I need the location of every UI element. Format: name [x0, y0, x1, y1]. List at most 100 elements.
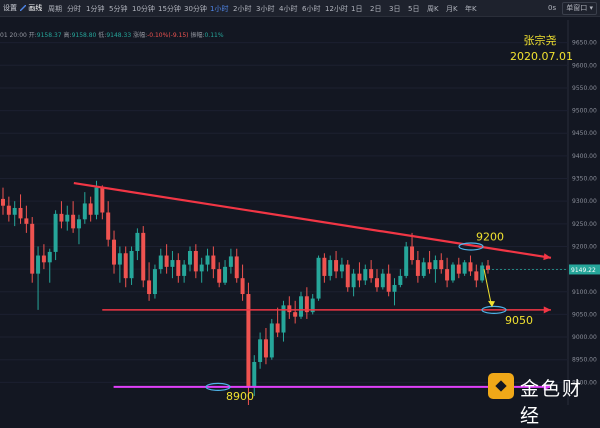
open-label: 开:: [28, 32, 37, 39]
interval-tab-7[interactable]: 1小时: [210, 5, 229, 13]
price-tick-label: 9350.00: [572, 176, 597, 183]
last-price-tag: [569, 264, 600, 275]
author-name: 张宗尧: [523, 34, 557, 47]
interval-tab-5[interactable]: 15分钟: [158, 5, 181, 13]
chart-toolbar: 设置 画线 周期 分时 1分钟 5分钟 10分钟 15分钟 30分钟 1小时 2小时 3小时 4小时…: [0, 0, 600, 17]
interval-tab-17[interactable]: 周K: [427, 5, 439, 13]
interval-tab-15[interactable]: 3日: [389, 5, 401, 13]
price-tick-label: 9200.00: [572, 243, 597, 250]
candle-body: [380, 273, 385, 288]
candle-body: [152, 269, 157, 295]
interval-tab-13[interactable]: 1日: [351, 5, 363, 13]
candle-body: [374, 278, 379, 288]
price-tick-label: 9250.00: [572, 221, 597, 228]
candle-body: [345, 264, 350, 288]
target-arrowhead: [543, 383, 551, 391]
candle-body: [135, 232, 140, 251]
candle-body: [205, 255, 210, 265]
price-tick-label: 9050.00: [572, 311, 597, 318]
candle-body: [263, 339, 268, 358]
draw-tool-button[interactable]: 画线: [18, 3, 44, 13]
pencil-icon: [20, 5, 26, 11]
candle-body: [304, 296, 309, 313]
candle-body: [258, 339, 263, 362]
candle-body: [427, 262, 432, 270]
candle-body: [369, 269, 374, 279]
marker-9050-label: 9050: [505, 314, 533, 327]
window-mode-value: 单窗口: [566, 4, 588, 12]
interval-tab-1[interactable]: 分时: [67, 5, 81, 13]
last-price-label: 9149.22: [571, 267, 596, 274]
marker-8900-label: 8900: [226, 390, 254, 403]
resistance-line: [73, 181, 552, 259]
support-arrowhead: [543, 306, 551, 314]
chart-annotation: 张宗尧 2020.07.01: [510, 33, 573, 65]
marker-9200-ellipse: [458, 242, 484, 251]
price-tick-label: 8900.00: [572, 379, 597, 386]
price-chart[interactable]: 9650.00 9600.00 9550.00 9500.00 9450.00 9400.…: [0, 0, 600, 405]
price-axis-panel: [568, 20, 600, 405]
interval-tab-19[interactable]: 年K: [465, 5, 477, 13]
candle-body: [170, 260, 175, 267]
candle-body: [269, 323, 274, 358]
interval-tab-10[interactable]: 4小时: [279, 5, 298, 13]
candle-body: [468, 262, 473, 272]
price-tick-label: 9000.00: [572, 334, 597, 341]
annotation-date: 2020.07.01: [510, 50, 573, 63]
candle-body: [252, 361, 257, 387]
watermark-logo: 金色财经: [482, 370, 594, 427]
candle-body: [30, 223, 35, 274]
price-tick-label: 8950.00: [572, 357, 597, 364]
candle-body: [357, 273, 362, 281]
candle-body: [450, 264, 455, 281]
interval-tab-3[interactable]: 5分钟: [109, 5, 128, 13]
candle-body: [176, 260, 181, 276]
candle-body: [6, 205, 11, 215]
interval-tab-9[interactable]: 3小时: [256, 5, 275, 13]
candle-body: [47, 251, 52, 263]
interval-tab-6[interactable]: 30分钟: [184, 5, 207, 13]
candle-body: [281, 305, 286, 333]
interval-tab-12[interactable]: 12小时: [325, 5, 348, 13]
candle-body: [193, 251, 198, 272]
candle-body: [339, 264, 344, 272]
settings-button[interactable]: 设置: [3, 4, 17, 12]
open-value: 9158.37: [36, 32, 62, 39]
price-tick-label: 9550.00: [572, 85, 597, 92]
ohlc-time: 01 20:00: [0, 32, 27, 39]
window-mode-select[interactable]: 单窗口 ▾: [562, 2, 597, 15]
candle-body: [228, 256, 233, 267]
candle-body: [18, 207, 23, 219]
candle-body: [41, 255, 46, 263]
refresh-label: 0s: [548, 4, 557, 12]
interval-tab-18[interactable]: 月K: [446, 5, 458, 13]
price-tick-label: 9500.00: [572, 108, 597, 115]
candle-body: [158, 255, 163, 270]
interval-tab-0[interactable]: 周期: [48, 5, 62, 13]
interval-tab-16[interactable]: 5日: [408, 5, 420, 13]
marker-8900-ellipse: [205, 382, 231, 391]
candle-body: [462, 262, 467, 274]
low-label: 低:: [98, 32, 107, 39]
candle-body: [410, 246, 415, 261]
price-tick-label: 9450.00: [572, 130, 597, 137]
interval-tab-14[interactable]: 2日: [370, 5, 382, 13]
interval-tab-11[interactable]: 6小时: [302, 5, 321, 13]
candle-body: [316, 257, 321, 299]
interval-tab-2[interactable]: 1分钟: [86, 5, 105, 13]
interval-tab-4[interactable]: 10分钟: [132, 5, 155, 13]
candle-body: [65, 214, 70, 222]
candle-body: [310, 298, 315, 313]
candle-body: [234, 256, 239, 279]
marker-9200-label: 9200: [476, 230, 504, 243]
candle-body: [1, 198, 5, 206]
change-label: 涨幅:: [133, 32, 148, 39]
interval-tab-8[interactable]: 2小时: [233, 5, 252, 13]
candle-body: [275, 323, 280, 333]
low-value: 9148.33: [106, 32, 132, 39]
candle-body: [187, 251, 192, 265]
candle-body: [474, 271, 479, 281]
candle-body: [76, 219, 81, 229]
move-arrow-line: [483, 269, 492, 304]
high-value: 9158.80: [71, 32, 97, 39]
